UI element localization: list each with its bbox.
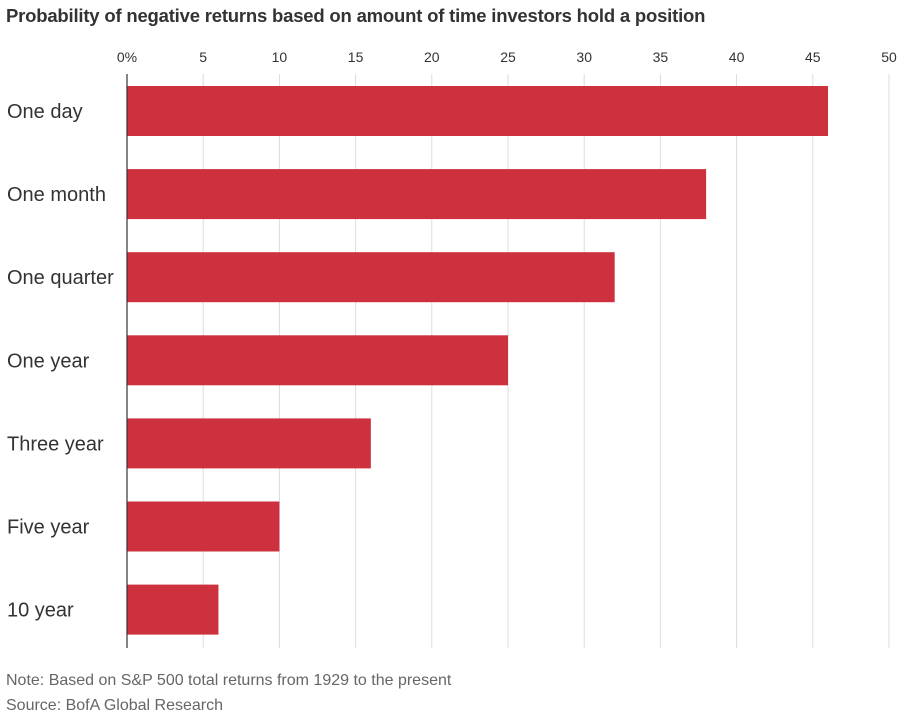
x-tick-label: 20 <box>424 49 440 65</box>
bar <box>127 86 829 136</box>
bar <box>127 169 707 220</box>
x-tick-label: 40 <box>729 49 745 65</box>
bars <box>127 86 829 635</box>
category-label: One month <box>7 184 106 206</box>
bar <box>127 584 219 635</box>
category-labels: One day One month One quarter One year Three… <box>7 101 114 622</box>
x-tick-label: 50 <box>881 49 897 65</box>
bar <box>127 418 371 469</box>
x-tick-label: 25 <box>500 49 516 65</box>
category-label: One quarter <box>7 267 114 289</box>
category-label: One day <box>7 101 83 123</box>
bar <box>127 335 508 386</box>
x-axis-ticks: 0% 5 10 15 20 25 30 35 40 45 50 <box>117 49 897 65</box>
bar <box>127 501 280 552</box>
category-label: Five year <box>7 517 90 539</box>
x-tick-label: 5 <box>199 49 207 65</box>
x-tick-label: 45 <box>805 49 821 65</box>
x-tick-label: 30 <box>576 49 592 65</box>
chart-title: Probability of negative returns based on… <box>6 5 706 26</box>
footer-source: Source: BofA Global Research <box>6 697 224 714</box>
x-tick-label: 10 <box>272 49 288 65</box>
x-tick-label: 35 <box>653 49 669 65</box>
x-tick-label: 0% <box>117 49 137 65</box>
footer-note: Note: Based on S&P 500 total returns fro… <box>6 672 452 689</box>
bar <box>127 252 615 303</box>
category-label: Three year <box>7 433 104 455</box>
x-tick-label: 15 <box>348 49 364 65</box>
category-label: 10 year <box>7 600 74 622</box>
category-label: One year <box>7 350 90 372</box>
